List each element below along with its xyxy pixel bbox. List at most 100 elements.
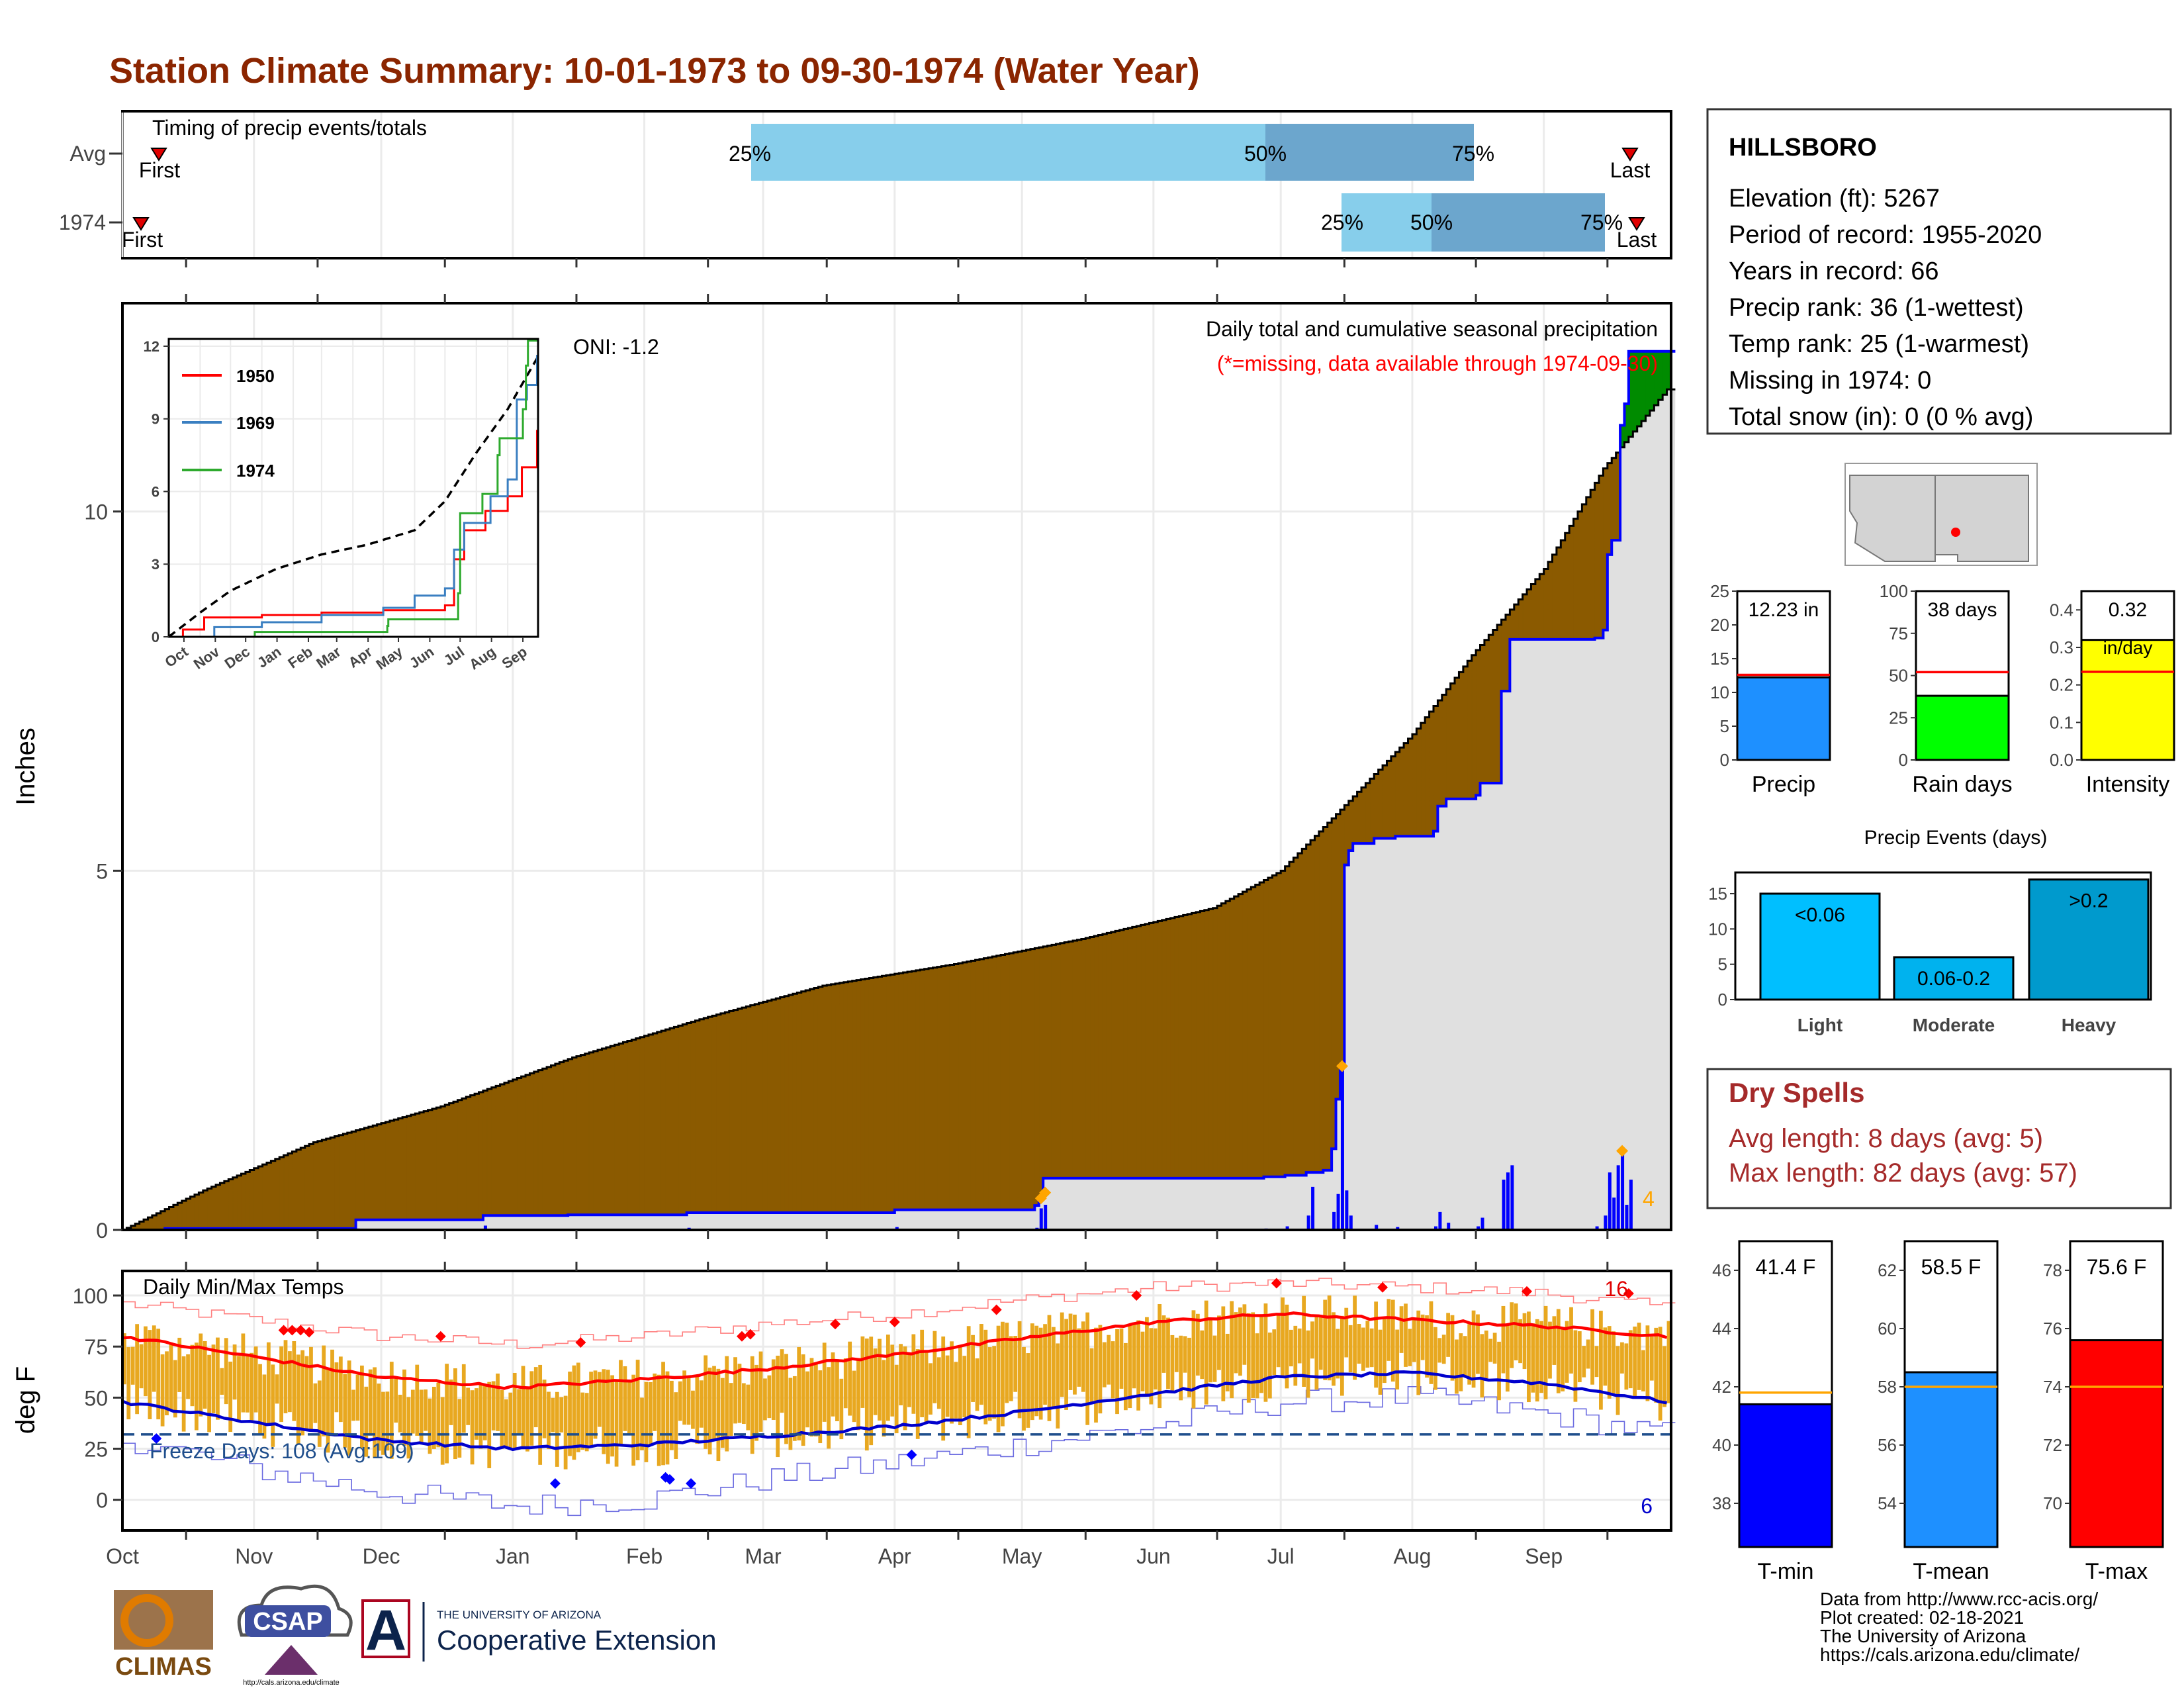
daily-temp-bar xyxy=(704,1355,708,1449)
daily-temp-bar xyxy=(1378,1329,1383,1395)
daily-temp-bar xyxy=(890,1344,895,1417)
daily-temp-bar xyxy=(466,1387,471,1425)
daily-precip-bar xyxy=(1480,1217,1484,1230)
daily-temp-bar xyxy=(580,1392,585,1450)
daily-temp-bar xyxy=(449,1380,453,1425)
daily-temp-bar xyxy=(343,1374,347,1448)
daily-temp-bar xyxy=(860,1336,865,1408)
daily-temp-bar xyxy=(1005,1323,1009,1403)
daily-temp-bar xyxy=(670,1380,674,1450)
daily-temp-bar xyxy=(334,1362,339,1413)
daily-temp-bar xyxy=(313,1383,318,1423)
daily-temp-bar xyxy=(517,1389,521,1434)
y-tick-label: 0 xyxy=(96,1219,108,1243)
ua-big-text: Cooperative Extension xyxy=(437,1624,717,1656)
daily-temp-bar xyxy=(177,1337,182,1392)
daily-temp-bar xyxy=(478,1383,483,1449)
daily-temp-bar xyxy=(207,1354,211,1432)
daily-temp-bar xyxy=(805,1371,809,1428)
daily-temp-bar xyxy=(691,1390,695,1429)
daily-temp-bar xyxy=(784,1354,788,1444)
daily-temp-bar xyxy=(818,1370,823,1444)
daily-precip-bar xyxy=(1604,1215,1608,1230)
daily-temp-bar xyxy=(699,1380,704,1428)
daily-temp-bar xyxy=(563,1395,568,1470)
daily-temp-bar xyxy=(1310,1321,1314,1359)
daily-temp-bar xyxy=(1607,1326,1612,1399)
daily-temp-bar xyxy=(1318,1317,1323,1370)
daily-temp-bar xyxy=(920,1329,925,1417)
daily-temp-bar xyxy=(1565,1321,1569,1383)
record-high-marker xyxy=(745,1329,756,1340)
daily-temp-bar xyxy=(1510,1302,1514,1368)
daily-temp-bar xyxy=(1030,1323,1034,1421)
normal-tmax-line xyxy=(122,1311,1668,1390)
daily-temp-bar xyxy=(657,1374,661,1466)
daily-temp-bar xyxy=(410,1389,415,1434)
daily-temp-bar xyxy=(1361,1327,1365,1371)
daily-temp-bar xyxy=(1174,1337,1179,1372)
daily-temp-bar xyxy=(720,1378,725,1448)
temp-tick-label: 62 xyxy=(1878,1260,1897,1280)
daily-temp-bar xyxy=(644,1382,649,1462)
daily-temp-bar xyxy=(424,1389,428,1431)
daily-temp-bar xyxy=(1573,1330,1578,1402)
daily-temp-bar xyxy=(1556,1309,1561,1393)
temp-summary-t-min: 38 40 42 44 46 41.4 F T-min xyxy=(1712,1240,1833,1584)
daily-temp-bar xyxy=(1047,1315,1052,1421)
daily-temp-bar xyxy=(398,1394,402,1432)
events-bar-light xyxy=(1759,892,1881,1001)
daily-temp-bar xyxy=(822,1342,827,1422)
daily-temp-bar xyxy=(169,1342,173,1409)
daily-temp-bar xyxy=(568,1372,572,1456)
daily-temp-bar xyxy=(1353,1295,1357,1380)
daily-temp-bar xyxy=(1387,1299,1391,1361)
daily-temp-bar xyxy=(220,1368,224,1395)
daily-temp-bar xyxy=(237,1356,241,1421)
daily-temp-bar xyxy=(1123,1342,1128,1411)
temp-tick-label: 56 xyxy=(1878,1435,1897,1455)
daily-temp-bar xyxy=(606,1370,610,1464)
daily-precip-bar xyxy=(1044,1205,1048,1230)
daily-temp-bar xyxy=(1267,1333,1272,1399)
daily-temp-bar xyxy=(470,1390,475,1465)
precip-ylabel: Inches xyxy=(11,727,40,806)
avg-timing-bar-light xyxy=(751,124,1265,181)
temp-tick-label: 72 xyxy=(2043,1435,2062,1455)
daily-temp-bar xyxy=(1552,1316,1557,1365)
daily-precip-bar xyxy=(1345,1190,1349,1230)
daily-temp-bar xyxy=(584,1393,589,1452)
daily-precip-bar xyxy=(1621,1154,1625,1230)
daily-temp-bar xyxy=(648,1382,653,1446)
daily-temp-bar xyxy=(394,1376,398,1423)
year-cumulative-line xyxy=(122,350,1676,1231)
daily-temp-bar xyxy=(1501,1305,1506,1374)
summary-tick-label: 20 xyxy=(1710,615,1729,635)
temp-bar-fill xyxy=(1903,1371,1999,1548)
events-category-label: Moderate xyxy=(1913,1015,1995,1035)
temp-y-tick-label: 75 xyxy=(84,1335,108,1359)
summary-tick-label: 75 xyxy=(1889,624,1908,643)
daily-temp-bar xyxy=(1412,1320,1416,1362)
summary-bar-value: 38 days xyxy=(1927,599,1997,621)
daily-temp-bar xyxy=(1056,1343,1060,1429)
daily-temp-bar xyxy=(139,1344,144,1389)
daily-temp-bar xyxy=(551,1397,555,1432)
timing-row-year-label: 1974 xyxy=(59,211,106,234)
daily-temp-bar xyxy=(245,1354,250,1413)
daily-temp-bar xyxy=(1484,1331,1488,1379)
daily-temp-bar xyxy=(1094,1327,1098,1423)
precip-caption: Daily total and cumulative seasonal prec… xyxy=(1206,317,1658,341)
daily-temp-bar xyxy=(835,1359,839,1421)
daily-temp-bar xyxy=(186,1354,190,1399)
missing-note: (*=missing, data available through 1974-… xyxy=(1217,352,1658,375)
daily-temp-bar xyxy=(1022,1346,1026,1431)
daily-temp-bar xyxy=(1259,1314,1263,1393)
daily-temp-bar xyxy=(911,1334,916,1414)
daily-temp-bar xyxy=(262,1374,267,1439)
daily-temp-bar xyxy=(1633,1327,1637,1398)
daily-temp-bar xyxy=(1662,1346,1666,1407)
daily-temp-bar xyxy=(809,1358,814,1437)
daily-temp-bar xyxy=(661,1362,665,1466)
daily-temp-bar xyxy=(1582,1346,1586,1378)
